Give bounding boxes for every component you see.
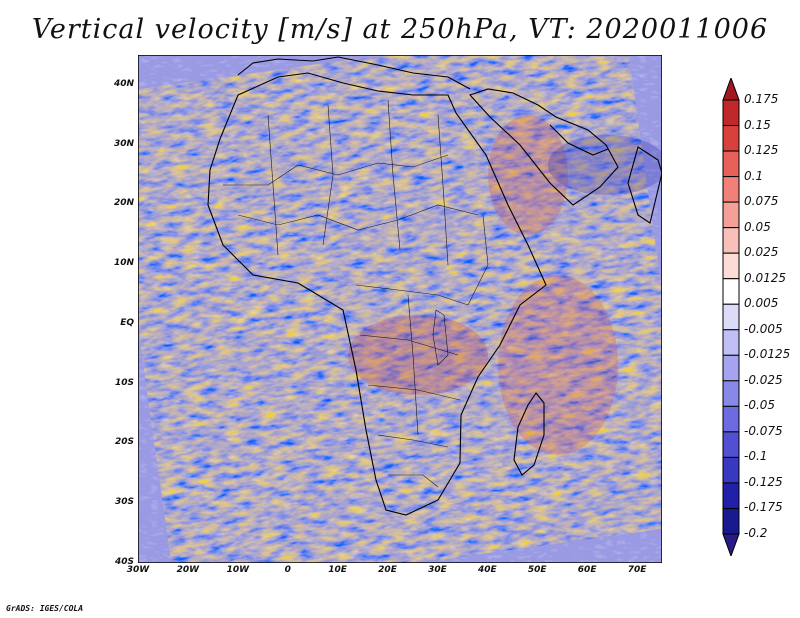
colorbar-segment — [722, 252, 740, 280]
colorbar-label: -0.1 — [744, 449, 768, 464]
lon-tick-label: 50E — [527, 565, 547, 575]
lat-tick-label: 40S — [114, 557, 134, 567]
colorbar-label: -0.025 — [744, 372, 783, 387]
lat-tick-label: 30N — [113, 138, 134, 149]
colorbar-label: 0.175 — [744, 92, 779, 106]
arabia-coastline — [469, 88, 619, 206]
colorbar-segment — [722, 507, 740, 535]
lat-tick-label: 20N — [113, 198, 134, 209]
lat-tick-label: 20S — [114, 437, 134, 448]
map-canvas — [138, 55, 662, 563]
lon-tick-label: 30E — [428, 565, 447, 575]
colorbar-segment — [722, 482, 740, 509]
colorbar-segment — [722, 303, 740, 331]
colorbar-segment — [722, 176, 740, 203]
colorbar-segment — [722, 431, 740, 458]
lon-tick-label: 10W — [226, 565, 250, 575]
lat-tick-label: 30S — [114, 497, 134, 508]
colorbar-label: 0.0125 — [744, 270, 786, 285]
lon-tick-label: 70E — [627, 565, 647, 575]
africa-coastline — [207, 72, 547, 516]
lon-tick-label: 0 — [284, 565, 291, 575]
coastlines — [207, 56, 662, 516]
grads-credit: GrADS: IGES/COLA — [6, 604, 84, 613]
colorbar-segment — [722, 354, 740, 382]
lat-tick-label: 40N — [113, 78, 134, 89]
colorbar-label: 0.1 — [744, 168, 764, 183]
field-streaks — [138, 55, 662, 563]
country-borders — [223, 99, 489, 488]
colorbar-label: 0.05 — [744, 219, 771, 234]
lat-tick-label: EQ — [120, 317, 134, 328]
lon-tick-label: 10E — [328, 565, 347, 575]
lon-tick-label: 60E — [577, 565, 597, 575]
lat-tick-label: 10N — [113, 258, 134, 269]
colorbar-segment — [722, 278, 740, 305]
colorbar-segment — [722, 456, 740, 484]
lon-tick-label: 20W — [176, 565, 200, 575]
colorbar — [722, 78, 740, 556]
colorbar-label: 0.15 — [744, 117, 771, 132]
blue-band-arabia — [548, 135, 662, 195]
colorbar-segment — [722, 99, 740, 127]
colorbar-label: -0.125 — [744, 474, 783, 489]
madagascar-coastline — [513, 392, 545, 476]
colorbar-label: -0.075 — [744, 423, 783, 438]
europe-coastline — [237, 56, 471, 90]
colorbar-segment — [722, 405, 740, 433]
colorbar-segment — [722, 329, 740, 356]
lon-tick-label: 30W — [126, 565, 150, 575]
colorbar-label: -0.2 — [744, 526, 768, 540]
red-band-madagascar — [498, 275, 618, 455]
colorbar-segment — [722, 150, 740, 178]
colorbar-label: -0.005 — [744, 321, 783, 336]
colorbar-label: 0.005 — [744, 296, 779, 311]
lat-tick-label: 10S — [114, 377, 134, 388]
colorbar-label: -0.0125 — [744, 347, 791, 362]
colorbar-segment — [722, 125, 740, 152]
colorbar-label: 0.125 — [744, 143, 779, 158]
velocity-map — [138, 55, 662, 563]
colorbar-top-arrow — [722, 78, 740, 101]
persian-gulf-coastline — [549, 124, 609, 156]
colorbar-label: 0.075 — [744, 194, 779, 209]
colorbar-label: 0.025 — [744, 245, 779, 260]
colorbar-segment — [722, 380, 740, 407]
colorbar-bottom-arrow — [722, 533, 740, 556]
colorbar-segment — [722, 227, 740, 254]
red-band-central — [348, 315, 488, 395]
india-coastline — [627, 146, 662, 224]
lon-tick-label: 40E — [477, 565, 497, 575]
lon-tick-label: 20E — [378, 565, 397, 575]
colorbar-segment — [722, 201, 740, 229]
colorbar-label: -0.175 — [744, 500, 783, 515]
colorbar-label: -0.05 — [744, 398, 776, 413]
map-title: Vertical velocity [m/s] at 250hPa, VT: 2… — [31, 14, 769, 45]
